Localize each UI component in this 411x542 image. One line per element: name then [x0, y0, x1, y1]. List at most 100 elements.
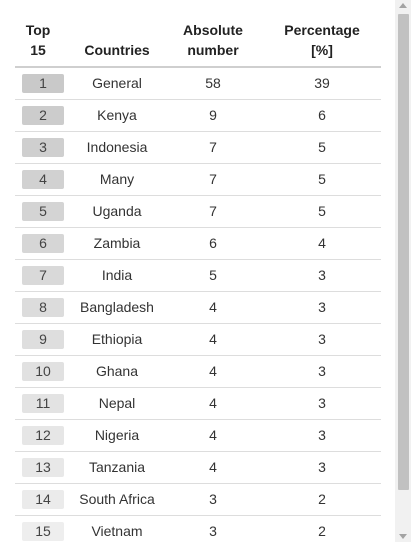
rank-badge: 3 [22, 138, 64, 157]
rank-cell: 2 [15, 99, 71, 132]
percentage-cell: 5 [263, 131, 381, 164]
rank-cell: 1 [15, 67, 71, 100]
table-row: 3 Indonesia 7 5 [15, 131, 381, 164]
percentage-cell: 6 [263, 99, 381, 132]
rank-badge: 7 [22, 266, 64, 285]
table-row: 6 Zambia 6 4 [15, 227, 381, 260]
percentage-cell: 3 [263, 419, 381, 452]
country-name: Ghana [95, 363, 139, 379]
absolute-number-cell: 7 [163, 163, 263, 196]
table-row: 1 General 58 39 [15, 67, 381, 100]
table-row: 11 Nepal 4 3 [15, 387, 381, 420]
rank-cell: 8 [15, 291, 71, 324]
country-name: Tanzania [88, 459, 146, 475]
rank-badge: 2 [22, 106, 64, 125]
country-cell: Nepal [71, 387, 163, 420]
table-row: 13 Tanzania 4 3 [15, 451, 381, 484]
rank-badge: 13 [22, 458, 64, 477]
header-countries: Countries [71, 0, 163, 68]
rank-cell: 6 [15, 227, 71, 260]
rank-cell: 10 [15, 355, 71, 388]
absolute-number-cell: 3 [163, 483, 263, 516]
header-row: Top 15 Countries Absolute number Percent… [15, 0, 381, 68]
rank-badge: 11 [22, 394, 64, 413]
rank-badge: 4 [22, 170, 64, 189]
scroll-thumb[interactable] [398, 14, 409, 490]
country-name: Nepal [98, 395, 136, 411]
country-cell: Nigeria [71, 419, 163, 452]
table-row: 10 Ghana 4 3 [15, 355, 381, 388]
percentage-cell: 3 [263, 323, 381, 356]
rank-badge: 10 [22, 362, 64, 381]
rank-badge: 1 [22, 74, 64, 93]
percentage-cell: 3 [263, 387, 381, 420]
rank-cell: 5 [15, 195, 71, 228]
table-row: 12 Nigeria 4 3 [15, 419, 381, 452]
absolute-number-cell: 7 [163, 195, 263, 228]
country-name: Kenya [97, 107, 137, 123]
rank-cell: 4 [15, 163, 71, 196]
top-countries-table: Top 15 Countries Absolute number Percent… [15, 0, 381, 542]
table-row: 15 Vietnam 3 2 [15, 515, 381, 542]
country-name: General [92, 75, 142, 91]
scroll-up-arrow-icon[interactable] [399, 3, 407, 8]
table-row: 5 Uganda 7 5 [15, 195, 381, 228]
percentage-cell: 5 [263, 195, 381, 228]
country-cell: Zambia [71, 227, 163, 260]
country-cell: Ghana [71, 355, 163, 388]
country-name: Ethiopia [91, 331, 143, 347]
table-row: 4 Many 7 5 [15, 163, 381, 196]
country-name: Many [99, 171, 135, 187]
country-name: Indonesia [86, 139, 148, 155]
rank-badge: 14 [22, 490, 64, 509]
country-cell: South Africa [71, 483, 163, 516]
rank-cell: 7 [15, 259, 71, 292]
percentage-cell: 3 [263, 355, 381, 388]
header-absolute-number: Absolute number [163, 0, 263, 68]
table-row: 9 Ethiopia 4 3 [15, 323, 381, 356]
absolute-number-cell: 9 [163, 99, 263, 132]
absolute-number-cell: 5 [163, 259, 263, 292]
vertical-scrollbar[interactable] [395, 0, 411, 542]
rank-badge: 6 [22, 234, 64, 253]
scroll-content: Top 15 Countries Absolute number Percent… [15, 0, 381, 542]
rank-cell: 9 [15, 323, 71, 356]
percentage-cell: 2 [263, 515, 381, 542]
country-cell: Kenya [71, 99, 163, 132]
absolute-number-cell: 58 [163, 67, 263, 100]
header-rank: Top 15 [15, 0, 71, 68]
country-name: Bangladesh [80, 299, 154, 315]
rank-cell: 14 [15, 483, 71, 516]
country-name: Vietnam [91, 523, 143, 539]
country-cell: Bangladesh [71, 291, 163, 324]
country-cell: Vietnam [71, 515, 163, 542]
country-name: India [101, 267, 133, 283]
absolute-number-cell: 3 [163, 515, 263, 542]
country-cell: Many [71, 163, 163, 196]
percentage-cell: 4 [263, 227, 381, 260]
percentage-cell: 3 [263, 451, 381, 484]
rank-cell: 3 [15, 131, 71, 164]
percentage-cell: 3 [263, 259, 381, 292]
table-row: 7 India 5 3 [15, 259, 381, 292]
absolute-number-cell: 4 [163, 323, 263, 356]
country-cell: General [71, 67, 163, 100]
absolute-number-cell: 6 [163, 227, 263, 260]
rank-badge: 9 [22, 330, 64, 349]
country-name: Nigeria [94, 427, 140, 443]
table-row: 14 South Africa 3 2 [15, 483, 381, 516]
country-cell: Tanzania [71, 451, 163, 484]
rank-badge: 5 [22, 202, 64, 221]
percentage-cell: 3 [263, 291, 381, 324]
country-name: Uganda [92, 203, 142, 219]
rank-badge: 12 [22, 426, 64, 445]
country-name: Zambia [93, 235, 141, 251]
scroll-down-arrow-icon[interactable] [399, 534, 407, 539]
absolute-number-cell: 4 [163, 387, 263, 420]
absolute-number-cell: 4 [163, 355, 263, 388]
rank-cell: 12 [15, 419, 71, 452]
rank-cell: 15 [15, 515, 71, 542]
absolute-number-cell: 4 [163, 291, 263, 324]
percentage-cell: 5 [263, 163, 381, 196]
table-row: 8 Bangladesh 4 3 [15, 291, 381, 324]
